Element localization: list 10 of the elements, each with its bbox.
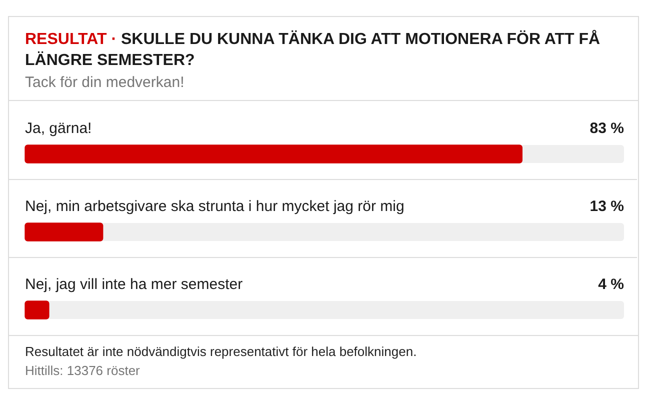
y-tick-label: Nej, jag vill inte ha mer semester	[25, 276, 243, 293]
data-label: 13 %	[590, 198, 624, 215]
chart-subtitle: Tack för din medverkan!	[25, 73, 184, 93]
chart-title: RESULTAT · SKULLE DU KUNNA TÄNKA DIG ATT MOTIONERA FÖR ATT FÅ LÄNGRE SEMESTER?	[25, 29, 602, 71]
text: Hittills: 13376 röster	[25, 362, 140, 380]
data-label: 83 %	[590, 120, 624, 137]
y-tick-label: Nej, min arbetsgivare ska strunta i hur mycket jag rör mig	[25, 198, 404, 215]
data-label: 4 %	[598, 276, 624, 293]
y-tick-label: Ja, gärna!	[25, 120, 92, 137]
text: Resultatet är inte nödvändigtvis representativt för hela befolkningen.	[25, 343, 417, 361]
